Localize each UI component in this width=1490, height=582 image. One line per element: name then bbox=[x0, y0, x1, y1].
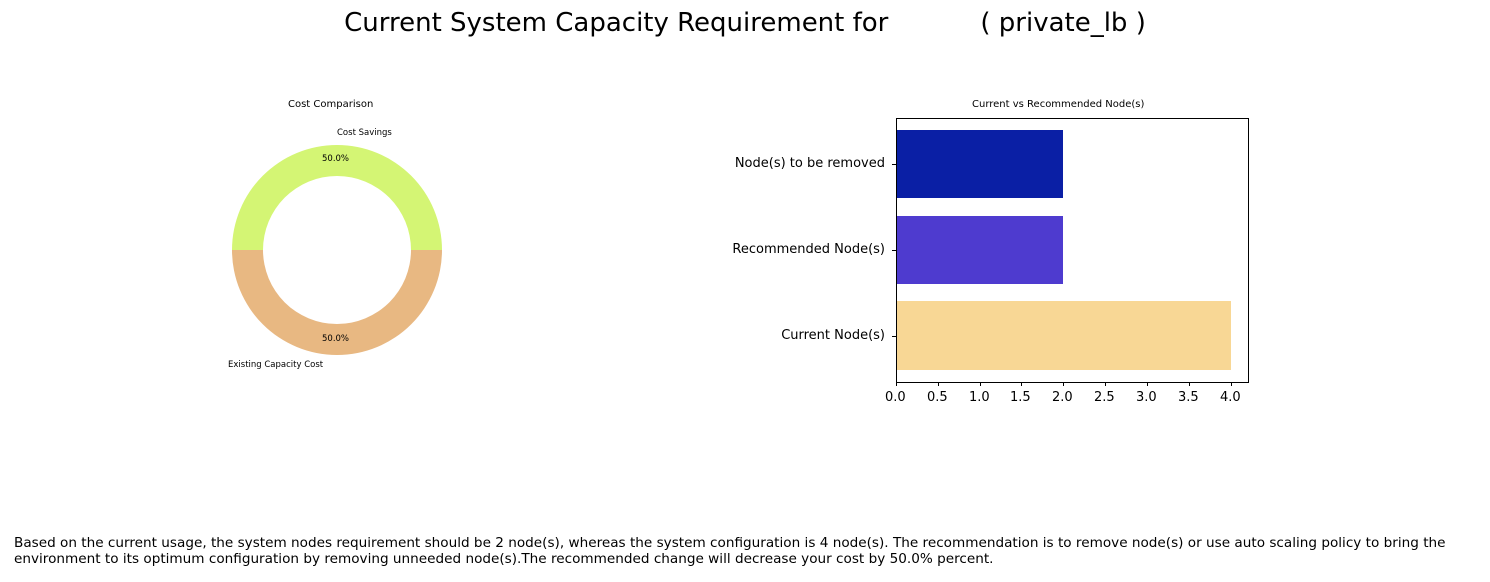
xtick-mark bbox=[1105, 382, 1106, 386]
xtick-label: 0.5 bbox=[927, 390, 948, 405]
xtick-mark bbox=[938, 382, 939, 386]
xtick-mark bbox=[1189, 382, 1190, 386]
donut-slice-existing-capacity-cost bbox=[232, 250, 442, 355]
bar-nodes-to-be-removed bbox=[897, 130, 1063, 198]
figure-title-prefix: Current System Capacity Requirement for bbox=[344, 8, 889, 38]
ytick-mark bbox=[892, 164, 896, 165]
donut-pct-cost-savings: 50.0% bbox=[322, 154, 350, 164]
xtick-label: 1.5 bbox=[1010, 390, 1031, 405]
xtick-mark bbox=[1063, 382, 1064, 386]
donut-slice-cost-savings bbox=[232, 145, 442, 250]
ytick-label-recommended-nodes: Recommended Node(s) bbox=[732, 242, 885, 257]
donut-pct-existing-capacity-cost: 50.0% bbox=[322, 334, 350, 344]
bar-recommended-nodes bbox=[897, 216, 1063, 284]
bar-chart-axes bbox=[896, 118, 1249, 383]
bar-current-nodes bbox=[897, 301, 1231, 370]
ytick-mark bbox=[892, 336, 896, 337]
ytick-mark bbox=[892, 250, 896, 251]
donut-label-existing-capacity-cost: Existing Capacity Cost bbox=[228, 360, 324, 370]
xtick-label: 2.5 bbox=[1094, 390, 1115, 405]
xtick-label: 3.0 bbox=[1136, 390, 1157, 405]
ytick-label-nodes-to-be-removed: Node(s) to be removed bbox=[734, 156, 885, 171]
xtick-mark bbox=[896, 382, 897, 386]
xtick-mark bbox=[1231, 382, 1232, 386]
xtick-label: 2.0 bbox=[1052, 390, 1073, 405]
figure-title-suffix: ( private_lb ) bbox=[980, 8, 1146, 38]
xtick-label: 0.0 bbox=[885, 390, 906, 405]
xtick-label: 3.5 bbox=[1178, 390, 1199, 405]
xtick-mark bbox=[1147, 382, 1148, 386]
recommendation-text: Based on the current usage, the system n… bbox=[14, 535, 1446, 567]
xtick-mark bbox=[980, 382, 981, 386]
figure-title: Current System Capacity Requirement for (… bbox=[0, 6, 1490, 40]
xtick-mark bbox=[1021, 382, 1022, 386]
donut-chart bbox=[232, 145, 442, 355]
ytick-label-current-nodes: Current Node(s) bbox=[781, 328, 885, 343]
bar-chart-title: Current vs Recommended Node(s) bbox=[972, 99, 1145, 110]
donut-label-cost-savings: Cost Savings bbox=[337, 128, 392, 138]
xtick-label: 1.0 bbox=[969, 390, 990, 405]
xtick-label: 4.0 bbox=[1220, 390, 1241, 405]
donut-chart-title: Cost Comparison bbox=[288, 99, 374, 110]
